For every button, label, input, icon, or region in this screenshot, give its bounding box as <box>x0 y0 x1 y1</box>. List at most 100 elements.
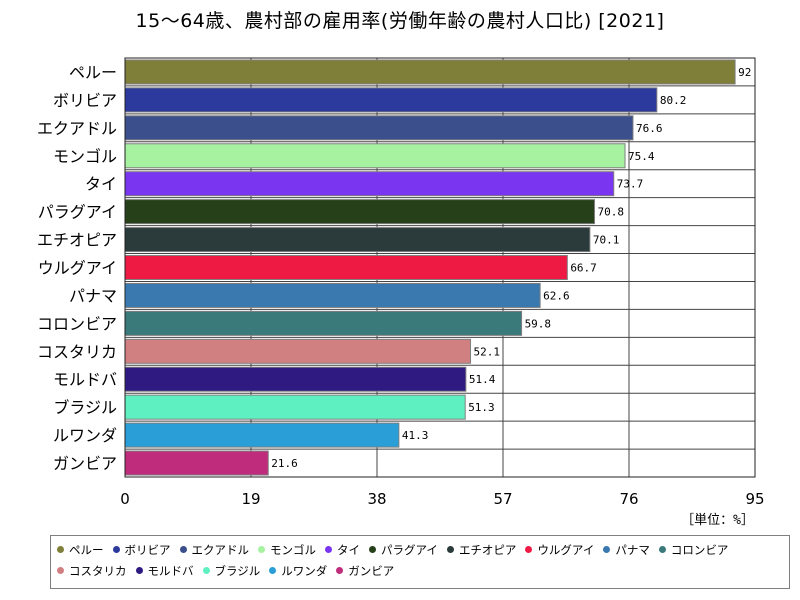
legend-swatch <box>57 567 64 574</box>
legend-label: ボリビア <box>124 542 171 557</box>
category-label: エクアドル <box>37 119 117 138</box>
bar-value-label: 52.1 <box>474 345 501 358</box>
bar <box>124 282 541 308</box>
legend-item: モルドバ <box>135 560 194 581</box>
bar <box>124 87 658 113</box>
category-label: パラグアイ <box>38 203 117 222</box>
legend-item: ペルー <box>57 539 104 560</box>
legend-item: ボリビア <box>112 539 171 560</box>
legend-label: エクアドル <box>191 542 250 557</box>
legend-label: タイ <box>337 542 360 557</box>
x-tick-label: 76 <box>619 490 638 508</box>
legend-swatch <box>603 546 611 553</box>
x-tick-label: 95 <box>745 490 764 508</box>
bar <box>124 115 634 141</box>
bar <box>124 310 523 336</box>
legend-swatch <box>112 546 120 553</box>
category-label: コロンビア <box>37 314 117 333</box>
bar <box>124 59 736 85</box>
category-label: ガンビア <box>53 454 117 473</box>
bar-value-label: 75.4 <box>628 150 655 163</box>
legend-swatch <box>369 546 376 553</box>
bar-value-label: 70.1 <box>593 234 620 247</box>
legend-label: パナマ <box>615 542 650 557</box>
bar-value-label: 80.2 <box>660 94 687 107</box>
bar <box>124 143 626 169</box>
bar-value-label: 59.8 <box>525 317 552 330</box>
bar <box>124 338 472 364</box>
category-label: ブラジル <box>53 398 117 417</box>
legend-label: ルワンダ <box>281 563 328 578</box>
category-label: モルドバ <box>53 370 117 389</box>
category-label: パナマ <box>69 286 117 305</box>
legend-label: ガンビア <box>348 563 395 578</box>
legend-item: ガンビア <box>336 560 394 581</box>
bar <box>124 227 591 253</box>
legend-item: ルワンダ <box>269 560 327 581</box>
legend-label: ペルー <box>69 542 104 557</box>
legend-label: ウルグアイ <box>537 542 595 557</box>
legend-swatch <box>135 567 143 574</box>
category-label: ペルー <box>69 63 117 82</box>
category-label: コスタリカ <box>37 342 117 361</box>
legend-swatch <box>179 546 187 553</box>
bar <box>124 254 568 281</box>
x-tick-label: 0 <box>120 490 130 508</box>
legend-swatch <box>202 567 210 574</box>
bar <box>124 450 269 476</box>
bar <box>124 394 466 420</box>
unit-label: ［単位：%］ <box>681 513 754 528</box>
category-label: モンゴル <box>53 147 117 166</box>
legend-swatch <box>258 546 265 553</box>
chart-title: 15～64歳、農村部の雇用率(労働年齢の農村人口比) [2021] <box>135 10 665 32</box>
bar-value-label: 66.7 <box>570 262 597 275</box>
bar-value-label: 62.6 <box>543 289 570 302</box>
legend-item: モンゴル <box>258 539 316 560</box>
legend-label: コスタリカ <box>69 563 127 578</box>
legend-label: エチオピア <box>458 542 517 557</box>
x-tick-label: 19 <box>241 490 260 508</box>
legend-item: ウルグアイ <box>525 539 594 560</box>
legend-item: エチオピア <box>446 539 517 560</box>
legend-item: エクアドル <box>179 539 250 560</box>
plot-frame <box>124 57 756 478</box>
legend-swatch <box>525 546 533 553</box>
bar <box>124 199 596 225</box>
legend: ペルー ボリビア エクアドル モンゴル タイ パラグアイ エチオピア ウルグアイ パナマ コロンビ… <box>50 535 790 589</box>
category-label: ボリビア <box>53 91 117 110</box>
category-label: ルワンダ <box>53 426 117 445</box>
category-label: ウルグアイ <box>38 259 117 278</box>
category-labels: ペルーボリビアエクアドルモンゴルタイパラグアイエチオピアウルグアイパナマコロンビ… <box>37 63 117 473</box>
legend-label: パラグアイ <box>381 542 438 557</box>
legend-label: モルドバ <box>147 563 194 578</box>
legend-swatch <box>336 567 344 574</box>
category-label: タイ <box>85 175 117 194</box>
legend-swatch <box>325 546 332 553</box>
legend-item: ブラジル <box>202 560 261 581</box>
bar-value-label: 70.8 <box>598 206 625 219</box>
bar <box>124 366 467 392</box>
legend-item: パナマ <box>603 539 650 560</box>
tick-labels: 0 19 38 57 76 95 <box>120 490 764 508</box>
category-label: エチオピア <box>37 231 117 250</box>
legend-swatch <box>57 546 64 553</box>
legend-swatch <box>269 567 277 574</box>
bar-value-label: 51.4 <box>469 373 496 386</box>
legend-item: コロンビア <box>658 539 728 560</box>
bar-value-label: 73.7 <box>617 178 644 191</box>
legend-item: コスタリカ <box>57 560 127 581</box>
bar <box>124 422 400 448</box>
bar-value-label: 92 <box>738 66 751 79</box>
x-tick-label: 38 <box>367 490 386 508</box>
bar-value-label: 51.3 <box>468 401 495 414</box>
legend-item: パラグアイ <box>369 539 438 560</box>
x-tick-label: 57 <box>493 490 512 508</box>
legend-item: タイ <box>325 539 360 560</box>
bar <box>124 171 615 197</box>
bar-value-label: 41.3 <box>402 429 429 442</box>
legend-label: モンゴル <box>270 542 316 557</box>
legend-swatch <box>446 546 454 553</box>
legend-label: ブラジル <box>214 563 261 578</box>
bar-value-label: 76.6 <box>636 122 663 135</box>
